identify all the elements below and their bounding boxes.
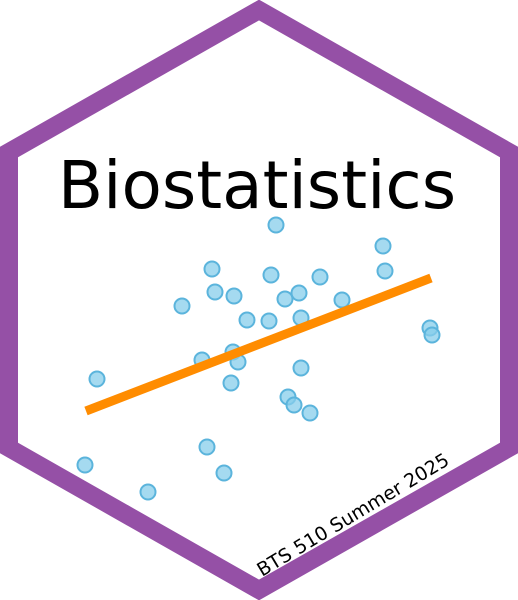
scatter-point xyxy=(267,216,285,234)
scatter-point xyxy=(173,297,191,315)
scatter-point xyxy=(311,268,329,286)
scatter-point xyxy=(292,359,310,377)
scatter-point xyxy=(198,438,216,456)
scatter-point xyxy=(206,283,224,301)
scatter-point xyxy=(225,287,243,305)
scatter-point xyxy=(139,483,157,501)
scatter-point xyxy=(76,456,94,474)
scatter-points xyxy=(76,216,441,501)
scatter-point xyxy=(222,374,240,392)
scatter-point xyxy=(333,291,351,309)
regression-line xyxy=(84,273,433,416)
sticker-title: Biostatistics xyxy=(58,147,456,224)
scatter-point xyxy=(260,312,278,330)
scatter-point xyxy=(423,326,441,344)
scatter-point xyxy=(374,237,392,255)
scatter-point xyxy=(238,311,256,329)
scatter-point xyxy=(290,284,308,302)
scatter-point xyxy=(301,404,319,422)
scatter-point xyxy=(203,260,221,278)
scatter-point xyxy=(376,262,394,280)
scatter-point xyxy=(262,266,280,284)
scatter-point xyxy=(276,290,294,308)
scatter-point xyxy=(215,464,233,482)
scatter-point xyxy=(88,370,106,388)
scatter-point xyxy=(285,396,303,414)
